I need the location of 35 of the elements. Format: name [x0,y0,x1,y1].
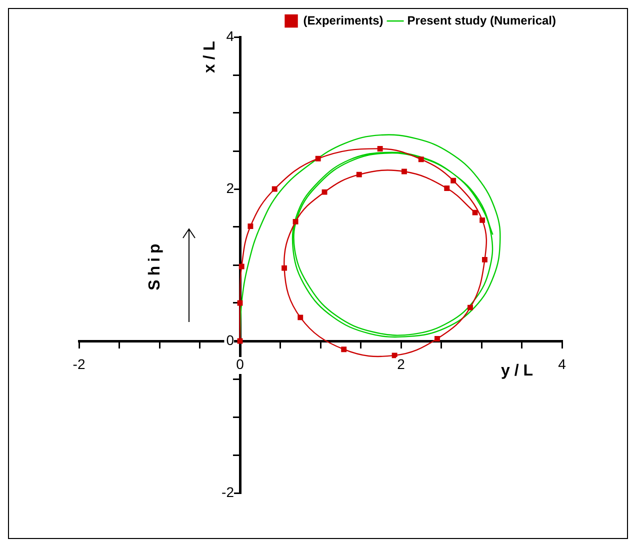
point [322,189,328,195]
point [356,172,362,178]
point [282,265,287,271]
y-tick-label: 0 [226,332,234,348]
point [402,168,407,174]
annotation: Ship [146,240,164,290]
point [292,218,298,224]
point [248,224,254,229]
point [472,210,478,216]
point [450,178,456,184]
point [298,314,304,320]
x-tick-label: -2 [72,356,86,372]
point [272,186,278,192]
point [418,156,424,162]
y-tick-label: 4 [226,28,234,44]
line-series [237,146,488,358]
point [315,156,321,162]
point [444,186,450,191]
legend-label: Present study (Numerical) [407,13,556,28]
y-axis-title: x / L [201,40,218,74]
point [434,336,440,342]
point [468,304,473,310]
point [341,346,347,352]
y-tick-label: 2 [226,180,234,196]
x-tick-label: 0 [236,356,244,372]
point [377,146,383,152]
point [480,217,486,223]
y-tick-label: -2 [222,484,234,500]
x-tick-label: 2 [397,356,406,372]
point [482,256,488,262]
x-axis-title: y / L [500,362,534,380]
legend-label: (Experiments) [303,13,384,28]
point [392,352,398,358]
x-tick-label: 4 [558,356,566,372]
point [238,264,244,270]
